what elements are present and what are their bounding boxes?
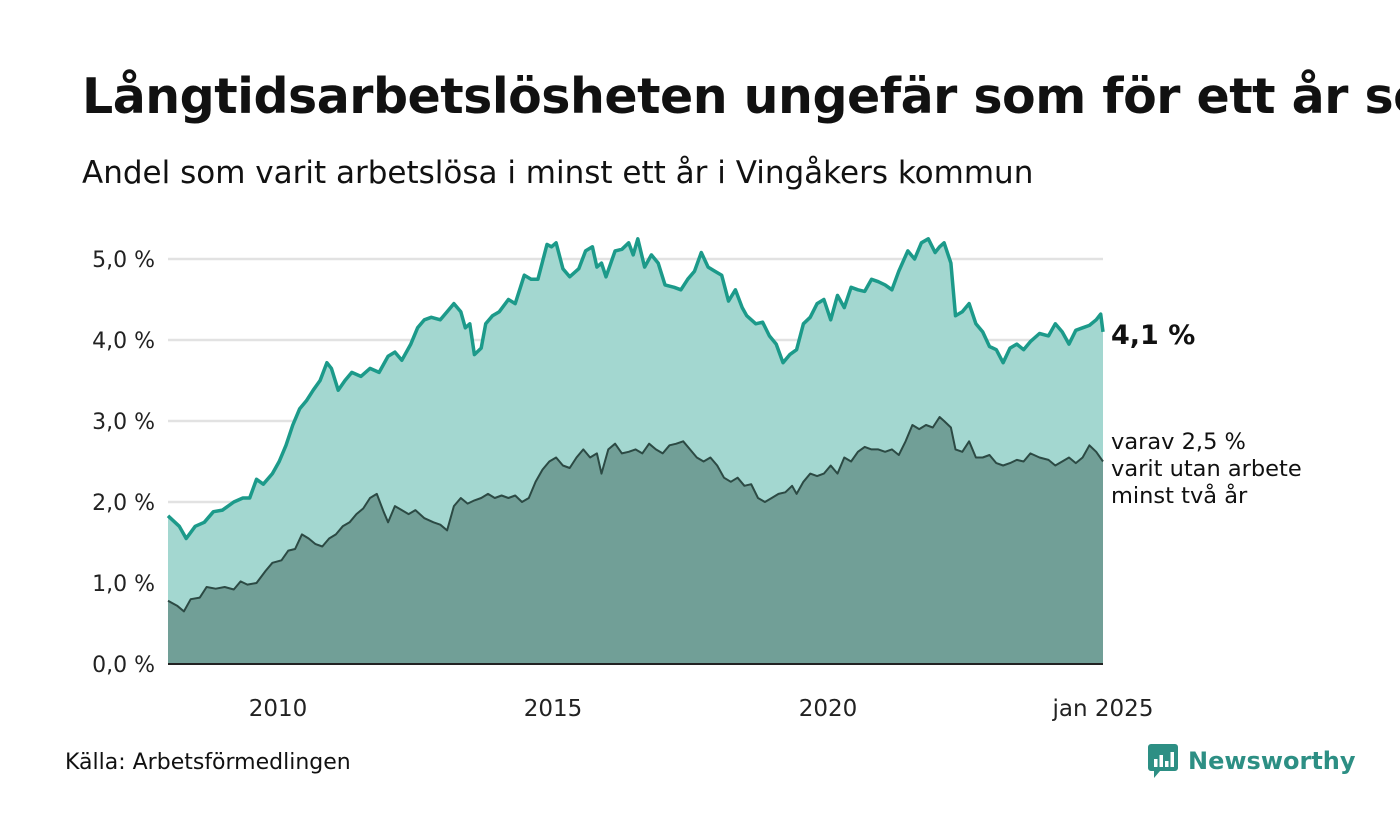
y-tick-label-3: 3,0 % — [92, 410, 155, 435]
y-tick-label-1: 1,0 % — [92, 572, 155, 597]
long-term-label-line-2: varit utan arbete — [1111, 456, 1302, 482]
brand-logo: Newsworthy — [1148, 744, 1356, 778]
current-value-label: 4,1 % — [1111, 320, 1195, 351]
chart-subtitle: Andel som varit arbetslösa i minst ett å… — [82, 155, 1034, 191]
long-area — [168, 417, 1103, 664]
series-labels: 4,1 % varav 2,5 % varit utan arbete mins… — [1111, 320, 1302, 509]
chart-title: Långtidsarbetslösheten ungefär som för e… — [82, 68, 1400, 125]
axes: 0,0 % 1,0 % 2,0 % 3,0 % 4,0 % 5,0 % 2010 2015 20… — [92, 248, 1153, 722]
x-tick-label-3: jan 2025 — [1052, 696, 1154, 722]
x-tick-label-2: 2020 — [799, 696, 858, 722]
x-tick-label-0: 2010 — [249, 696, 308, 722]
long-line — [167, 416, 1104, 613]
y-tick-label-2: 2,0 % — [92, 491, 155, 516]
y-tick-label-0: 0,0 % — [92, 653, 155, 678]
area-series — [166, 237, 1105, 665]
source-note: Källa: Arbetsförmedlingen — [65, 750, 351, 775]
total-line — [166, 237, 1105, 541]
long-term-label-line-1: varav 2,5 % — [1111, 429, 1246, 455]
x-tick-label-1: 2015 — [524, 696, 583, 722]
brand-name: Newsworthy — [1188, 747, 1356, 775]
newsworthy-logo-icon — [1148, 744, 1178, 778]
y-tick-label-4: 4,0 % — [92, 329, 155, 354]
long-term-label-line-3: minst två år — [1111, 481, 1248, 509]
y-tick-label-5: 5,0 % — [92, 248, 155, 273]
